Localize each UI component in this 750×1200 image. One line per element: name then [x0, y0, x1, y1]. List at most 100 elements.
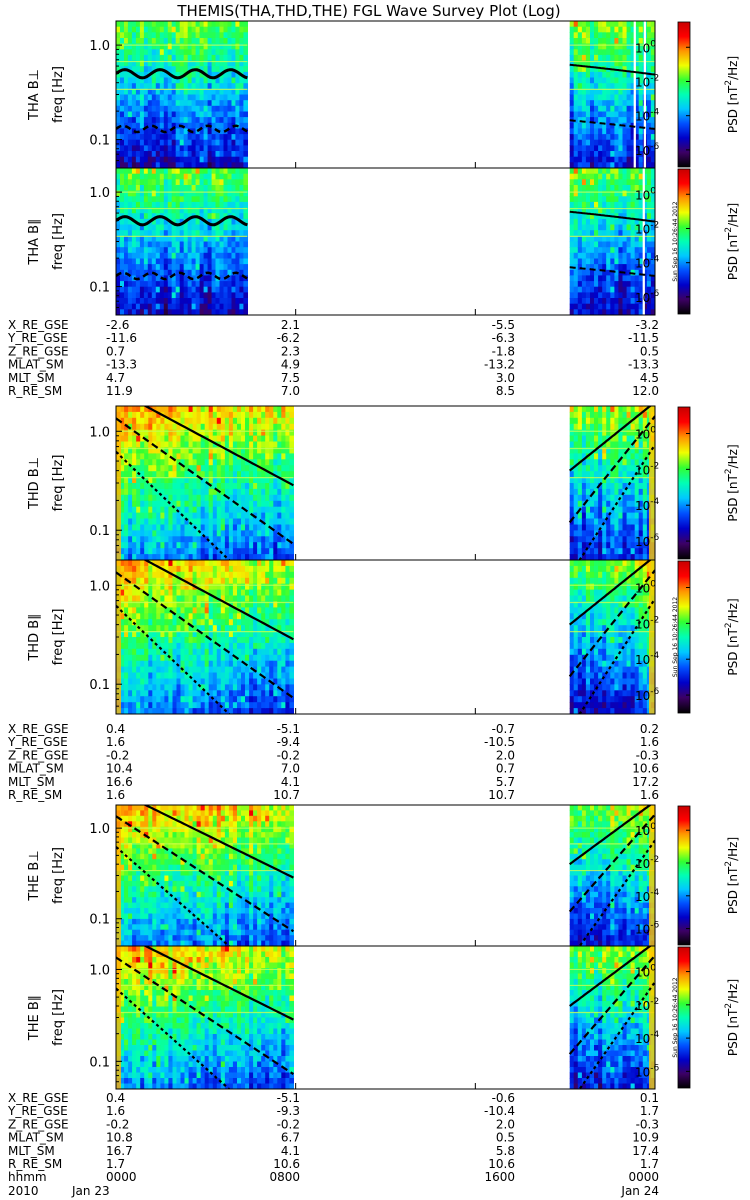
orbit-value: -13.2: [484, 358, 515, 372]
colorbar: 100 10-2 10-4 10-6 PSD [nT2/Hz]: [635, 406, 740, 560]
colorbar-label: PSD [nT2/Hz]: [724, 598, 740, 675]
y-axis-label: freq [Hz]: [51, 455, 66, 512]
colorbar-label: PSD [nT2/Hz]: [724, 444, 740, 521]
spectrogram-image: [116, 560, 655, 714]
colorbar-tick-label: 10-4: [635, 255, 660, 271]
time-axis-labels: hhmm 0000 0800 1600 0000 2010 Jan 23 Jan 24: [8, 1170, 659, 1198]
panel-label: THE B⊥: [27, 850, 42, 901]
y-tick-label: 0.1: [89, 281, 110, 296]
orbit-row-name: MLT_SM: [8, 775, 55, 789]
colorbar-tick-label: 100: [635, 964, 656, 980]
y-axis-label: freq [Hz]: [51, 66, 66, 123]
orbit-value: -13.3: [628, 358, 659, 372]
orbit-value: 4.1: [281, 775, 300, 789]
spectrogram-panel-tha-par: 1.0 0.1 freq [Hz] THA B∥ 100 10-2 10-4 10-6 PSD …: [27, 167, 740, 316]
y-axis-label: freq [Hz]: [51, 213, 66, 270]
orbit-value: 0.5: [496, 1131, 515, 1145]
orbit-table-the: X_RE_GSE 0.4 -5.1 -0.6 0.1 Y_RE_GSE 1.6 -9.3 -10…: [7, 1091, 659, 1171]
orbit-value: -10.5: [484, 735, 515, 749]
orbit-value: 2.3: [281, 344, 300, 358]
colorbar-label: PSD [nT2/Hz]: [724, 203, 740, 280]
orbit-row-name: X_RE_GSE: [8, 722, 69, 736]
orbit-row-name: R_RE_SM: [8, 1157, 62, 1171]
colorbar-tick-label: 10-2: [635, 615, 659, 631]
orbit-value: 4.9: [281, 358, 300, 372]
orbit-value: 0.4: [106, 1091, 125, 1105]
panel-label: THE B∥: [27, 995, 42, 1041]
orbit-value: -11.5: [628, 331, 659, 345]
colorbar-tick-label: 10-6: [635, 289, 660, 305]
orbit-value: 4.1: [281, 1144, 300, 1158]
spectrogram-panel-thd-par: 1.0 0.1 freq [Hz] THD B∥ 100 10-2 10-4 10-6 PSD …: [27, 559, 740, 715]
orbit-value: -2.6: [106, 318, 129, 332]
y-axis-label: freq [Hz]: [51, 609, 66, 666]
colorbar-tick-label: 100: [635, 39, 656, 55]
colorbar-tick-label: 10-6: [635, 1063, 660, 1079]
orbit-value: -5.1: [277, 722, 300, 736]
orbit-row-name: Y_RE_GSE: [7, 331, 68, 345]
orbit-value: 10.6: [488, 1157, 515, 1171]
orbit-value: -5.5: [492, 318, 515, 332]
orbit-tables: X_RE_GSE -2.6 2.1 -5.5 -3.2 Y_RE_GSE -11.6 -6.2…: [7, 318, 659, 1171]
spectrogram-panel-the-perp: 1.0 0.1 freq [Hz] THE B⊥ 100 10-2 10-4 10-6 PSD …: [27, 804, 740, 947]
orbit-value: 3.0: [496, 371, 515, 385]
orbit-value: 7.0: [281, 762, 300, 776]
colorbar-tick-label: 100: [635, 186, 656, 202]
orbit-row-name: Z_RE_GSE: [8, 748, 69, 762]
orbit-value: 12.0: [632, 384, 659, 398]
orbit-value: -0.2: [277, 748, 300, 762]
colorbar-tick-label: 10-6: [635, 687, 660, 703]
colorbar-label: PSD [nT2/Hz]: [724, 979, 740, 1056]
orbit-value: 1.7: [106, 1157, 125, 1171]
colorbar-tick-label: 10-4: [635, 651, 660, 667]
orbit-value: 17.2: [632, 775, 659, 789]
orbit-row-name: Y_RE_GSE: [7, 1104, 68, 1118]
orbit-table-thd: X_RE_GSE 0.4 -5.1 -0.7 0.2 Y_RE_GSE 1.6 -9.4 -10…: [7, 722, 659, 802]
colorbar-tick-label: 10-2: [635, 997, 659, 1013]
y-tick-label: 1.0: [89, 186, 110, 201]
orbit-value: 0.7: [106, 344, 125, 358]
orbit-value: -6.2: [277, 331, 300, 345]
y-tick-label: 0.1: [89, 678, 110, 693]
orbit-value: 8.5: [496, 384, 515, 398]
orbit-value: -0.6: [492, 1091, 515, 1105]
orbit-value: 7.5: [281, 371, 300, 385]
orbit-value: -11.6: [106, 331, 137, 345]
orbit-value: 0.7: [496, 762, 515, 776]
orbit-table-tha: X_RE_GSE -2.6 2.1 -5.5 -3.2 Y_RE_GSE -11.6 -6.2…: [7, 318, 659, 398]
plot-timestamp: Sun Sep 16 10:26:44 2012: [672, 201, 679, 281]
orbit-row-name: X_RE_GSE: [8, 318, 69, 332]
orbit-value: -9.4: [277, 735, 300, 749]
colorbar-tick-label: 10-4: [635, 108, 660, 124]
orbit-value: 6.7: [281, 1131, 300, 1145]
orbit-value: 0.1: [640, 1091, 659, 1105]
colorbar-tick-label: 10-2: [635, 461, 659, 477]
orbit-value: 10.7: [488, 788, 515, 802]
orbit-value: 16.7: [106, 1144, 133, 1158]
colorbar-tick-label: 10-4: [635, 1030, 660, 1046]
orbit-value: 2.1: [281, 318, 300, 332]
colorbar: 100 10-2 10-4 10-6 PSD [nT2/Hz]: [635, 560, 740, 714]
orbit-value: 2.0: [496, 1117, 515, 1131]
y-tick-label: 1.0: [89, 579, 110, 594]
colorbar: 100 10-2 10-4 10-6 PSD [nT2/Hz]: [635, 21, 740, 168]
spectrogram-panel-tha-perp: 1.0 0.1 freq [Hz] THA B⊥ 100 10-2 10-4 10-6 PSD …: [27, 20, 740, 169]
orbit-value: 10.6: [273, 1157, 300, 1171]
orbit-value: 1.6: [106, 1104, 125, 1118]
orbit-value: 10.4: [106, 762, 133, 776]
spectrogram-panel-the-par: 1.0 0.1 freq [Hz] THE B∥ 100 10-2 10-4 10-6 PSD …: [27, 945, 740, 1090]
orbit-value: 1.6: [640, 735, 659, 749]
orbit-row-name: Y_RE_GSE: [7, 735, 68, 749]
colorbar: 100 10-2 10-4 10-6 PSD [nT2/Hz]: [635, 805, 740, 946]
y-axis-label: freq [Hz]: [51, 847, 66, 904]
time-tick-label: 0800: [269, 1170, 300, 1184]
spectrogram-panels: 1.0 0.1 freq [Hz] THA B⊥ 100 10-2 10-4 10-6 PSD …: [27, 20, 740, 1090]
y-tick-label: 1.0: [89, 39, 110, 54]
orbit-value: 1.6: [106, 788, 125, 802]
orbit-value: 0.4: [106, 722, 125, 736]
panel-label: THD B⊥: [27, 457, 42, 510]
orbit-value: -13.3: [106, 358, 137, 372]
orbit-value: 11.9: [106, 384, 133, 398]
colorbar-tick-label: 10-4: [635, 497, 660, 513]
